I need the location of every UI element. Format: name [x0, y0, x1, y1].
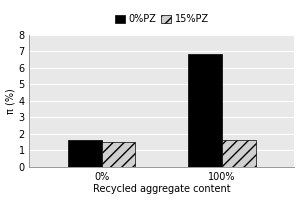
- Bar: [222, 140, 256, 167]
- Legend: 0%PZ, 15%PZ: 0%PZ, 15%PZ: [111, 10, 213, 28]
- Bar: [188, 54, 222, 167]
- Bar: [68, 140, 102, 167]
- X-axis label: Recycled aggregate content: Recycled aggregate content: [93, 184, 231, 194]
- Bar: [102, 142, 135, 167]
- Y-axis label: π (%): π (%): [6, 88, 16, 114]
